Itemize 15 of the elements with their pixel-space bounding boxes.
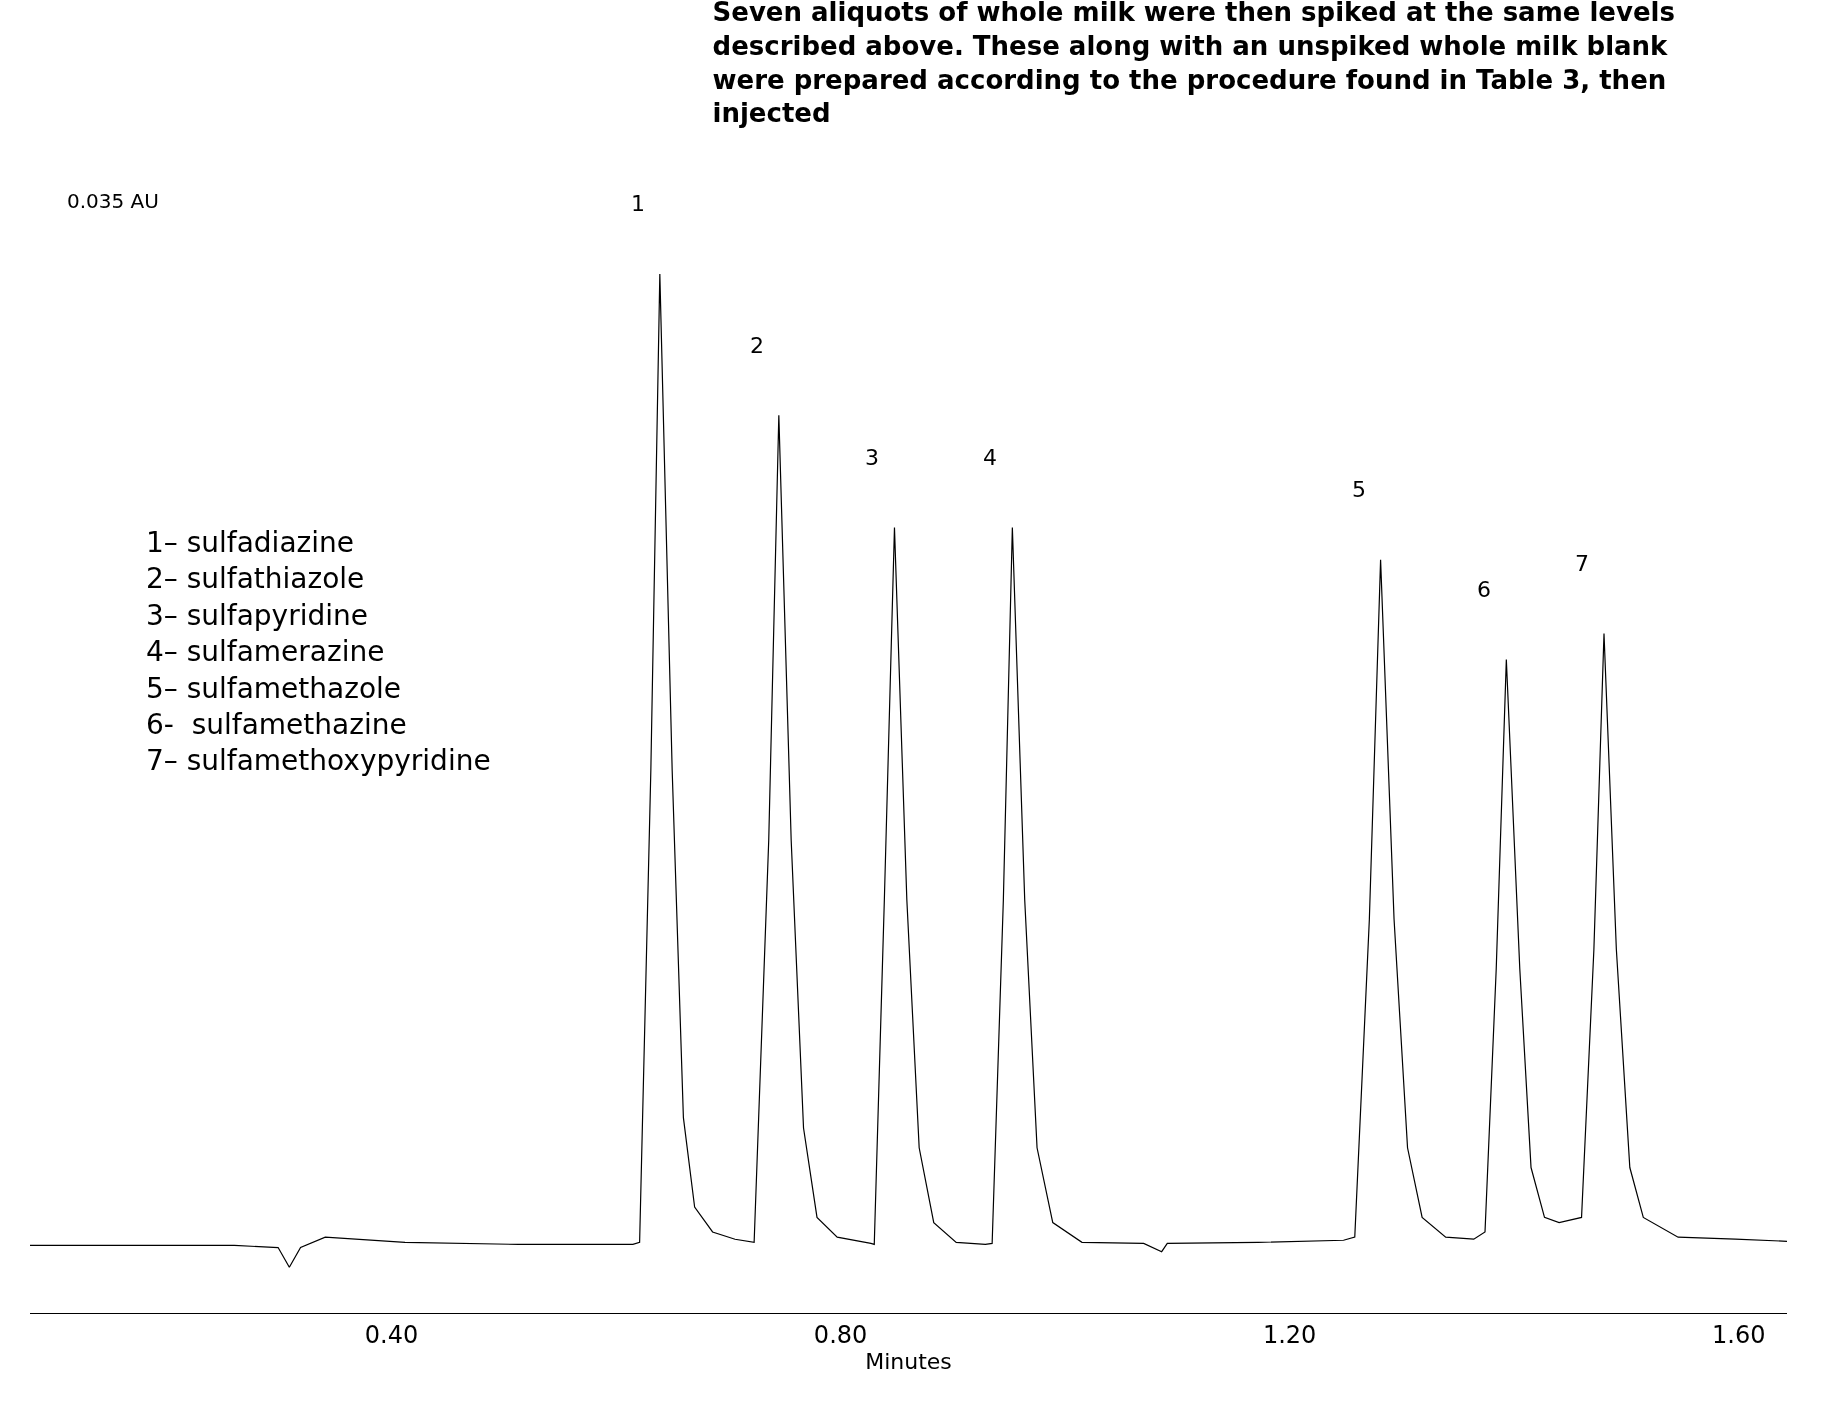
annotation: 2 (750, 333, 764, 358)
x-tick-label: 1.60 (1712, 1320, 1766, 1349)
chart-title: Seven aliquots of whole milk were then spiked at the same levels described above. These along with an unspiked whole milk blank were prepared according to the procedure found in Table 3, then injected (712, 0, 1675, 129)
annotation: 1 (631, 191, 645, 216)
annotation: 3 (865, 445, 879, 470)
annotation: 7 (1575, 551, 1589, 576)
annotation: 5 (1352, 477, 1366, 502)
annotation: 4 (983, 445, 997, 470)
x-tick-label: 0.80 (813, 1320, 868, 1349)
text: 0.035 AU (67, 189, 159, 213)
x-tick-label: 0.40 (364, 1320, 419, 1349)
x-axis-title: Minutes (865, 1348, 952, 1374)
x-tick-label: 1.20 (1262, 1320, 1317, 1349)
annotation: 6 (1477, 577, 1491, 602)
annotation: 1– sulfadiazine 2– sulfathiazole 3– sulfapyridine 4– sulfamerazine 5– sulfamethazole 6- sulfamethazine 7– sulfamethoxypyridine (146, 526, 491, 778)
